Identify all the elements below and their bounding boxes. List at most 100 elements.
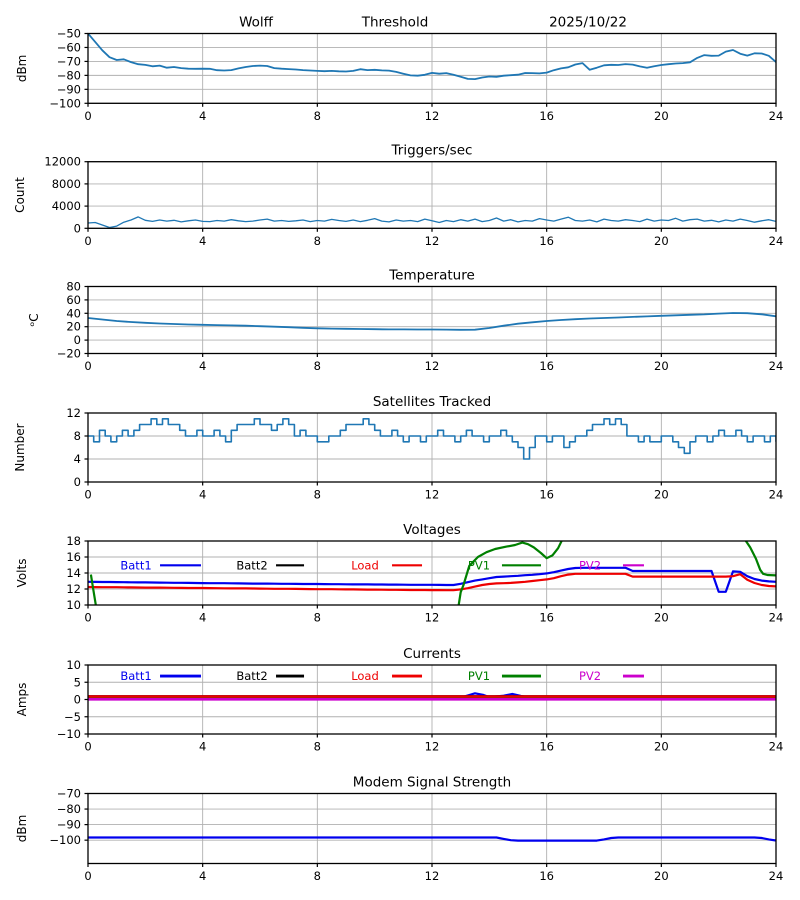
x-tick-label: 0 xyxy=(84,869,91,883)
axes-border xyxy=(87,161,777,229)
panel-wolff-threshold: 0 4 8 12 16 20 24 −100−90−80−70−60−50 dBm Wolff Th… xyxy=(15,15,783,123)
y-tick-label: −100 xyxy=(49,96,81,110)
y-tick-label: 0 xyxy=(74,333,81,347)
x-tick-label: 24 xyxy=(769,109,784,123)
x-tick-label: 0 xyxy=(84,109,91,123)
panel-title: Currents xyxy=(403,646,461,662)
y-tick-label: −90 xyxy=(57,82,81,96)
series-pv1-volts xyxy=(89,541,776,605)
panel-title: 2025/10/22 xyxy=(549,15,627,31)
y-tick-label: 4 xyxy=(74,452,81,466)
x-tick-label: 20 xyxy=(654,869,669,883)
x-tick-label: 4 xyxy=(199,234,206,248)
y-tick-label: −50 xyxy=(57,27,81,41)
x-tick-label: 16 xyxy=(539,234,554,248)
y-axis-label: ᵒC xyxy=(27,313,41,326)
series-group xyxy=(88,418,776,460)
y-tick-label: 16 xyxy=(66,550,81,564)
series-temp xyxy=(88,312,776,331)
series-group xyxy=(88,312,776,331)
y-tick-label: 14 xyxy=(66,566,81,580)
x-tick-label: 0 xyxy=(84,611,91,625)
legend-label-batt2: Batt2 xyxy=(236,669,267,683)
legend-label-load: Load xyxy=(351,558,379,572)
legend-label-batt1: Batt1 xyxy=(120,558,151,572)
x-tick-label: 16 xyxy=(539,869,554,883)
y-tick-label: 0 xyxy=(74,693,81,707)
y-tick-label: 5 xyxy=(74,675,81,689)
x-tick-label: 20 xyxy=(654,109,669,123)
x-tick-label: 0 xyxy=(84,488,91,502)
legend-label-pv1: PV1 xyxy=(468,558,490,572)
x-tick-label: 8 xyxy=(314,488,321,502)
y-tick-label: −90 xyxy=(57,818,81,832)
x-tick-label: 16 xyxy=(539,611,554,625)
x-tick-label: 12 xyxy=(425,488,440,502)
y-tick-label: −70 xyxy=(57,54,81,68)
x-tick-label: 8 xyxy=(314,740,321,754)
x-tick-label: 20 xyxy=(654,359,669,373)
y-tick-label: −60 xyxy=(57,40,81,54)
x-tick-label: 4 xyxy=(199,488,206,502)
legend-label-pv2: PV2 xyxy=(579,558,601,572)
x-tick-label: 4 xyxy=(199,611,206,625)
legend-label-batt1: Batt1 xyxy=(120,669,151,683)
y-tick-label: 0 xyxy=(74,475,81,489)
y-tick-label: −70 xyxy=(57,787,81,801)
x-tick-label: 12 xyxy=(425,109,440,123)
x-tick-label: 4 xyxy=(199,109,206,123)
y-axis-label: Count xyxy=(13,177,27,213)
series-group xyxy=(88,33,776,80)
y-tick-label: 40 xyxy=(66,306,81,320)
x-tick-label: 20 xyxy=(654,611,669,625)
y-axis-label: dBm xyxy=(15,55,29,83)
x-tick-label: 24 xyxy=(769,740,784,754)
y-tick-label: 8 xyxy=(74,429,81,443)
x-tick-label: 8 xyxy=(314,611,321,625)
series-group xyxy=(88,836,776,842)
x-tick-label: 24 xyxy=(769,611,784,625)
legend-label-pv2: PV2 xyxy=(579,669,601,683)
series-modem-rssi xyxy=(88,836,776,842)
y-axis-label: Volts xyxy=(15,559,29,588)
x-tick-label: 0 xyxy=(84,234,91,248)
y-tick-label: −20 xyxy=(57,347,81,361)
x-tick-label: 16 xyxy=(539,109,554,123)
panel-voltages: 0 4 8 12 16 20 24 10 12 14 16 18 Volts Voltages Batt1 B… xyxy=(15,522,783,625)
x-tick-label: 12 xyxy=(425,359,440,373)
x-tick-label: 0 xyxy=(84,359,91,373)
x-tick-label: 24 xyxy=(769,359,784,373)
panel-title: Threshold xyxy=(361,15,429,31)
panel-title: Triggers/sec xyxy=(391,143,473,159)
y-tick-label: 18 xyxy=(66,534,81,548)
x-tick-label: 16 xyxy=(539,359,554,373)
legend-label-batt2: Batt2 xyxy=(236,558,267,572)
x-tick-label: 12 xyxy=(425,234,440,248)
panel-modem-signal: 0 4 8 12 16 20 24 −100−90 −80−70 dBm Modem Signal … xyxy=(15,775,783,884)
series-rssi xyxy=(88,33,776,80)
x-tick-label: 8 xyxy=(314,869,321,883)
y-tick-label: 60 xyxy=(66,293,81,307)
series-load-volts xyxy=(88,572,776,592)
y-tick-label: 10 xyxy=(66,598,81,612)
y-tick-label: 80 xyxy=(66,280,81,294)
x-tick-label: 8 xyxy=(314,234,321,248)
x-tick-label: 20 xyxy=(654,488,669,502)
y-tick-label: 0 xyxy=(74,221,81,235)
series-group xyxy=(88,216,776,229)
panel-title: Modem Signal Strength xyxy=(353,775,511,791)
panel-satellites: 0 4 8 12 16 20 24 0 4 8 12 Number Satellites Tracked xyxy=(13,394,783,502)
x-tick-label: 24 xyxy=(769,869,784,883)
x-tick-label: 16 xyxy=(539,740,554,754)
x-tick-label: 16 xyxy=(539,488,554,502)
series-group xyxy=(88,541,776,605)
legend-label-pv1: PV1 xyxy=(468,669,490,683)
y-tick-label: 12 xyxy=(66,582,81,596)
y-axis-label: Amps xyxy=(15,683,29,717)
y-tick-label: −80 xyxy=(57,802,81,816)
panel-currents: 0 4 8 12 16 20 24 −10 −5 0 5 10 Amps Currents Batt1 Bat… xyxy=(15,646,783,754)
y-tick-label: 20 xyxy=(66,320,81,334)
x-tick-label: 12 xyxy=(425,869,440,883)
